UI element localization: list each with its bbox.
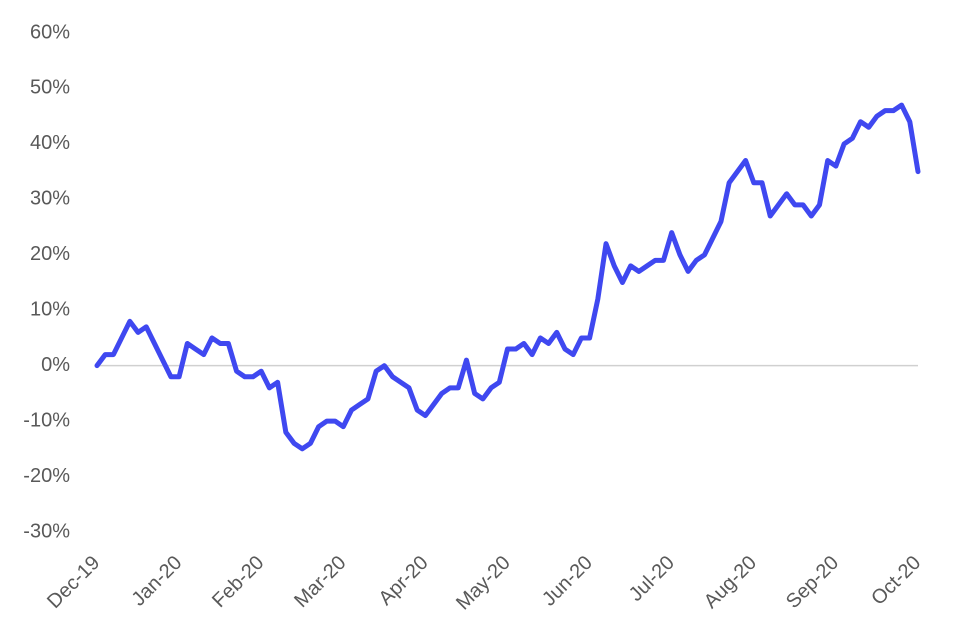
x-tick-label: Sep-20 (782, 552, 843, 613)
y-tick-label: 40% (30, 132, 70, 154)
y-tick-label: 60% (30, 21, 70, 43)
y-tick-label: -20% (23, 465, 70, 487)
x-tick-label: Dec-19 (43, 552, 104, 613)
line (94, 102, 921, 452)
x-tick-label: May-20 (452, 552, 515, 615)
x-tick-label: Jul-20 (625, 552, 679, 606)
y-tick-label: 0% (41, 354, 70, 376)
y-tick-label: -30% (23, 520, 70, 542)
y-tick-label: 20% (30, 243, 70, 265)
y-tick-label: -10% (23, 409, 70, 431)
x-tick-label: Jun-20 (538, 552, 597, 611)
x-tick-label: Mar-20 (290, 552, 350, 612)
y-tick-label: 10% (30, 299, 70, 321)
x-tick-label: Aug-20 (700, 552, 761, 613)
x-tick-label: Feb-20 (208, 552, 268, 612)
x-tick-label: Jan-20 (128, 552, 187, 611)
y-tick-label: 50% (30, 77, 70, 99)
x-tick-label: Oct-20 (867, 552, 925, 610)
y-tick-label: 30% (30, 188, 70, 210)
x-tick-label: Apr-20 (375, 552, 433, 610)
